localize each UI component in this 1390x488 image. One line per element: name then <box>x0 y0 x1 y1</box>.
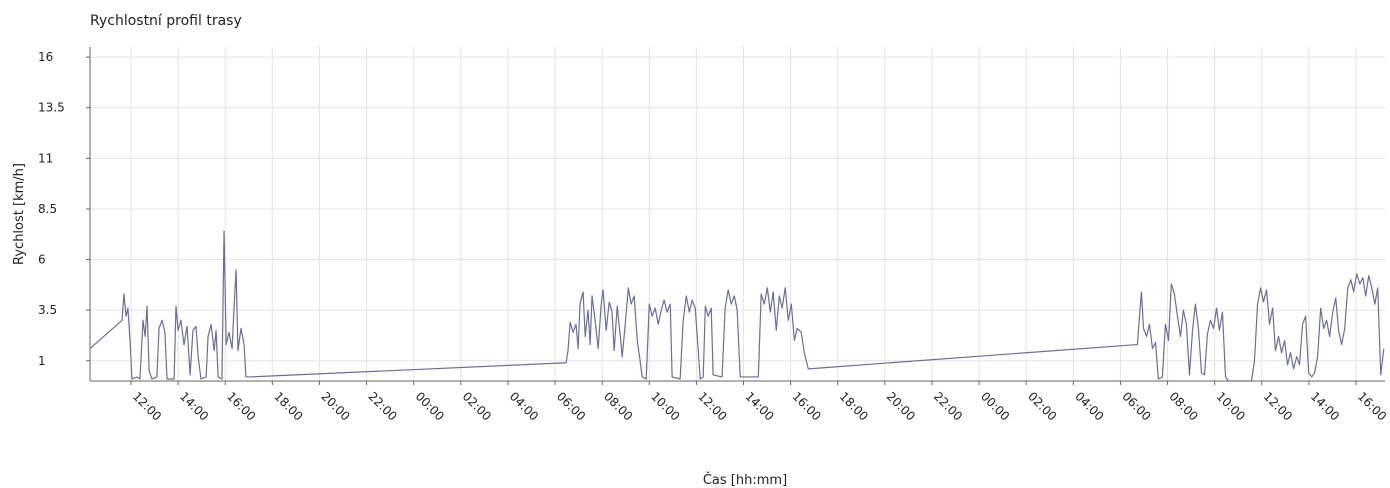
x-tick-label: 10:00 <box>648 389 682 423</box>
x-tick-label: 20:00 <box>318 389 352 423</box>
y-tick-label: 16 <box>38 50 53 64</box>
x-tick-label: 14:00 <box>177 389 211 423</box>
x-tick-label: 04:00 <box>1072 389 1106 423</box>
x-tick-label: 08:00 <box>601 389 635 423</box>
x-tick-label: 02:00 <box>460 389 494 423</box>
speed-line <box>89 230 1385 382</box>
x-tick-label: 02:00 <box>1025 389 1059 423</box>
y-axis-label: Rychlost [km/h] <box>12 163 27 265</box>
x-tick-label: 12:00 <box>1261 389 1295 423</box>
x-tick-label: 04:00 <box>507 389 541 423</box>
x-tick-label: 06:00 <box>554 389 588 423</box>
x-axis-label: Čas [hh:mm] <box>703 472 787 488</box>
x-tick-label: 10:00 <box>1214 389 1248 423</box>
x-tick-label: 12:00 <box>130 389 164 423</box>
x-tick-label: 20:00 <box>884 389 918 423</box>
x-tick-label: 22:00 <box>931 389 965 423</box>
y-tick-label: 3.5 <box>38 303 57 317</box>
x-tick-label: 14:00 <box>1308 389 1342 423</box>
x-tick-label: 16:00 <box>224 389 258 423</box>
x-tick-label: 18:00 <box>271 389 305 423</box>
x-tick-label: 00:00 <box>978 389 1012 423</box>
x-tick-label: 16:00 <box>1355 389 1389 423</box>
chart-title: Rychlostní profil trasy <box>90 13 242 29</box>
y-tick-label: 13.5 <box>38 101 65 115</box>
y-tick-label: 11 <box>38 151 53 165</box>
y-tick-label: 6 <box>38 253 46 267</box>
grid <box>90 47 1385 381</box>
x-tick-label: 14:00 <box>742 389 776 423</box>
x-tick-label: 16:00 <box>790 389 824 423</box>
y-tick-label: 8.5 <box>38 202 57 216</box>
x-tick-label: 08:00 <box>1166 389 1200 423</box>
x-tick-label: 12:00 <box>695 389 729 423</box>
y-tick-label: 1 <box>38 354 46 368</box>
x-tick-label: 00:00 <box>413 389 447 423</box>
x-tick-label: 06:00 <box>1119 389 1153 423</box>
x-tick-label: 18:00 <box>837 389 871 423</box>
x-tick-label: 22:00 <box>365 389 399 423</box>
